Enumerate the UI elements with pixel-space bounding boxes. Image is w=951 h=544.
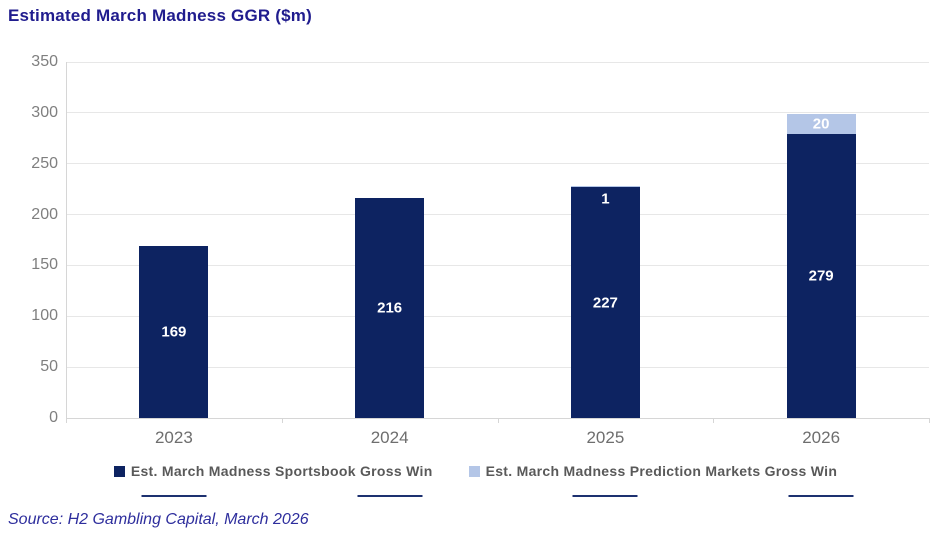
bar-value-label: 279 — [808, 267, 834, 285]
legend-swatch-icon — [468, 465, 480, 477]
bar-segment-sportsbook-2023 — [139, 246, 209, 418]
y-axis-tick-label: 50 — [40, 358, 58, 376]
y-axis-tick-label: 200 — [31, 205, 58, 223]
source-note: Source: H2 Gambling Capital, March 2026 — [8, 511, 309, 528]
x-axis-tick — [929, 418, 930, 423]
bar-segment-sportsbook-2026 — [786, 134, 856, 418]
y-axis-tick-label: 300 — [31, 103, 58, 121]
bar-value-label: 1 — [601, 190, 610, 208]
x-axis-category-label: 2024 — [370, 428, 409, 447]
y-axis-tick-label: 0 — [49, 409, 58, 426]
bar-segment-sportsbook-2025 — [570, 187, 640, 418]
chart-legend: Est. March Madness Sportsbook Gross Win E… — [0, 463, 951, 479]
gridline-150 — [66, 264, 929, 266]
legend-item-prediction-markets: Est. March Madness Prediction Markets Gr… — [468, 463, 838, 479]
y-axis-tick-label: 150 — [31, 256, 58, 274]
gridline-300 — [66, 112, 929, 114]
gridline-100 — [66, 315, 929, 317]
y-axis-tick-label: 100 — [31, 307, 58, 325]
x-axis-tick — [497, 418, 499, 423]
y-axis-tick-label: 350 — [31, 53, 58, 70]
bar-value-label: 20 — [812, 115, 830, 133]
y-axis-line — [66, 62, 67, 418]
legend-item-sportsbook: Est. March Madness Sportsbook Gross Win — [113, 463, 433, 479]
category-underline — [141, 495, 207, 497]
bar-segment-sportsbook-2024 — [355, 198, 425, 418]
gridline-200 — [66, 214, 929, 216]
bar-value-label: 227 — [592, 294, 618, 312]
gridline-350 — [66, 61, 929, 63]
bar-value-label: 216 — [377, 299, 403, 317]
bar-value-label: 169 — [161, 323, 187, 341]
legend-label: Est. March Madness Prediction Markets Gr… — [485, 463, 838, 479]
legend-label: Est. March Madness Sportsbook Gross Win — [130, 463, 433, 479]
x-axis-category-label: 2026 — [802, 428, 841, 447]
x-axis-tick — [281, 418, 283, 423]
bar-segment-prediction-2025 — [570, 186, 640, 188]
y-axis-tick-label: 250 — [31, 154, 58, 172]
category-underline — [357, 495, 423, 497]
gridline-50 — [66, 366, 929, 368]
x-axis-category-label: 2023 — [154, 428, 193, 447]
bar-segment-prediction-2026 — [786, 113, 856, 135]
category-underline — [788, 495, 854, 497]
chart-title: Estimated March Madness GGR ($m) — [8, 6, 312, 25]
x-axis-tick — [713, 418, 715, 423]
gridline-250 — [66, 163, 929, 165]
x-axis-category-label: 2025 — [586, 428, 625, 447]
legend-swatch-icon — [113, 465, 125, 477]
category-underline — [572, 495, 638, 497]
x-axis-tick — [66, 418, 67, 423]
